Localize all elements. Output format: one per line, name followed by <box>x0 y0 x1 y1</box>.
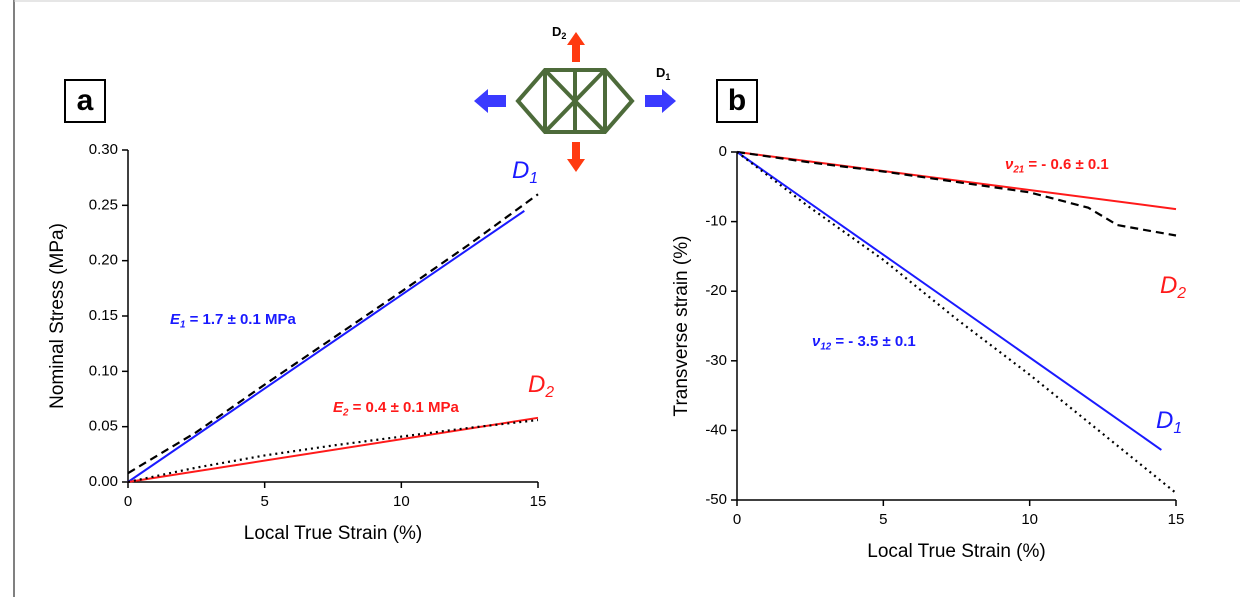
label-sub: 2 <box>561 31 566 41</box>
x-tick-label: 0 <box>733 511 741 528</box>
x-tick-label: 15 <box>530 493 547 510</box>
panel-label: b <box>728 84 746 117</box>
y-tick-label: 0 <box>719 143 727 160</box>
panel-label: a <box>77 84 94 117</box>
annotation-sub: 1 <box>180 319 185 330</box>
data-line <box>736 151 1177 211</box>
x-axis-label: Local True Strain (%) <box>867 541 1045 562</box>
annotation-main: D <box>528 371 545 398</box>
arrow-right <box>645 89 676 113</box>
y-tick-label: -20 <box>705 282 727 299</box>
y-axis-label: Transverse strain (%) <box>671 236 692 417</box>
annotation-sub: 1 <box>1173 420 1182 437</box>
y-axis-label: Nominal Stress (MPa) <box>47 223 68 409</box>
annotation-sub: 1 <box>529 170 538 187</box>
annotation-text: = - 3.5 ± 0.1 <box>831 333 916 350</box>
annotation-text: = 0.4 ± 0.1 MPa <box>348 399 459 416</box>
y-tick-label: 0.25 <box>89 196 118 213</box>
data-line <box>127 416 539 483</box>
panel-label-box <box>716 79 758 123</box>
annotation: E2 = 0.4 ± 0.1 MPa <box>333 399 459 418</box>
x-tick-label: 10 <box>393 493 410 510</box>
annotation-main: ν <box>1005 156 1014 173</box>
annotation: D1 <box>1156 407 1182 437</box>
annotation: E1 = 1.7 ± 0.1 MPa <box>170 311 296 330</box>
y-tick-label: -50 <box>705 491 727 508</box>
data-line <box>736 151 1162 451</box>
data-line <box>736 151 1177 494</box>
x-tick-label: 15 <box>1168 511 1185 528</box>
label-sub: 1 <box>665 72 670 82</box>
label-main: D <box>552 24 561 39</box>
annotation-sub: 2 <box>1176 285 1186 302</box>
annotation: ν21 = - 0.6 ± 0.1 <box>1005 156 1109 175</box>
x-tick-label: 10 <box>1021 511 1038 528</box>
arrow-left <box>474 89 506 113</box>
annotation-main: E <box>170 311 181 328</box>
y-tick-label: 0.20 <box>89 252 118 269</box>
arrow-label: D2 <box>552 24 566 41</box>
label-main: D <box>656 65 665 80</box>
y-tick-label: 0.05 <box>89 418 118 435</box>
data-line <box>736 150 1177 237</box>
structure-diagram: D2 D1 <box>474 24 676 172</box>
annotation-main: D <box>512 157 529 184</box>
data-line <box>127 193 539 475</box>
annotation-sub: 21 <box>1012 164 1024 175</box>
x-tick-label: 5 <box>879 511 887 528</box>
y-tick-label: 0.10 <box>89 362 118 379</box>
annotation: ν12 = - 3.5 ± 0.1 <box>812 333 916 352</box>
y-tick-label: -30 <box>705 352 727 369</box>
annotation: D2 <box>1160 272 1186 302</box>
annotation-main: D <box>1156 407 1173 434</box>
annotation-sub: 2 <box>342 407 349 418</box>
x-tick-label: 5 <box>260 493 268 510</box>
y-tick-label: 0.00 <box>89 473 118 490</box>
annotation-main: ν <box>812 333 821 350</box>
annotation: D1 <box>512 157 538 187</box>
y-tick-label: -40 <box>705 421 727 438</box>
data-line <box>127 210 525 483</box>
annotation-sub: 2 <box>544 384 554 401</box>
panel-label-box <box>64 79 106 123</box>
arrow-down <box>567 142 585 172</box>
annotation-text: = - 0.6 ± 0.1 <box>1024 156 1109 173</box>
lattice <box>515 68 635 134</box>
arrow-up <box>567 32 585 62</box>
arrow-label: D1 <box>656 65 670 82</box>
y-tick-label: 0.15 <box>89 307 118 324</box>
annotation-sub: 12 <box>820 341 831 352</box>
x-axis-label: Local True Strain (%) <box>244 523 422 544</box>
annotation: D2 <box>528 371 554 401</box>
annotation-main: E <box>333 399 344 416</box>
y-tick-label: 0.30 <box>89 141 118 158</box>
y-tick-label: -10 <box>705 213 727 230</box>
annotation-main: D <box>1160 272 1177 299</box>
x-tick-label: 0 <box>124 493 132 510</box>
annotation-text: = 1.7 ± 0.1 MPa <box>185 311 296 328</box>
